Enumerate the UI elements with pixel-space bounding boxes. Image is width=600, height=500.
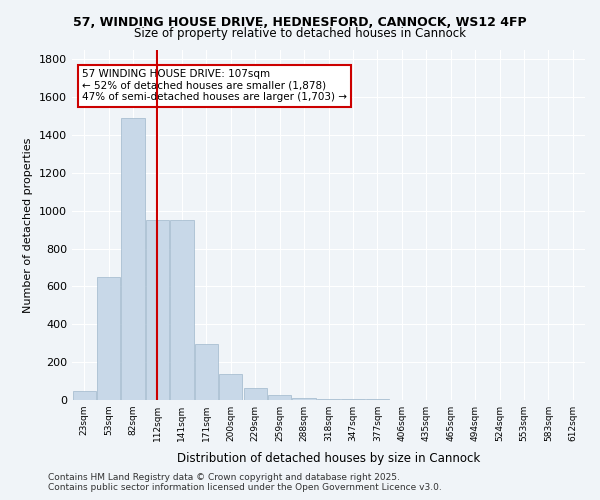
Bar xyxy=(195,344,218,400)
Text: Size of property relative to detached houses in Cannock: Size of property relative to detached ho… xyxy=(134,26,466,40)
Text: Contains HM Land Registry data © Crown copyright and database right 2025.: Contains HM Land Registry data © Crown c… xyxy=(48,472,400,482)
Text: Contains public sector information licensed under the Open Government Licence v3: Contains public sector information licen… xyxy=(48,482,442,492)
X-axis label: Distribution of detached houses by size in Cannock: Distribution of detached houses by size … xyxy=(177,452,480,466)
Bar xyxy=(341,399,365,400)
Y-axis label: Number of detached properties: Number of detached properties xyxy=(23,138,34,312)
Bar xyxy=(268,396,291,400)
Bar xyxy=(292,398,316,400)
Bar xyxy=(121,118,145,400)
Bar xyxy=(170,220,194,400)
Bar xyxy=(219,374,242,400)
Bar xyxy=(244,388,267,400)
Text: 57 WINDING HOUSE DRIVE: 107sqm
← 52% of detached houses are smaller (1,878)
47% : 57 WINDING HOUSE DRIVE: 107sqm ← 52% of … xyxy=(82,70,347,102)
Bar xyxy=(146,220,169,400)
Bar xyxy=(317,399,340,400)
Bar xyxy=(73,390,96,400)
Text: 57, WINDING HOUSE DRIVE, HEDNESFORD, CANNOCK, WS12 4FP: 57, WINDING HOUSE DRIVE, HEDNESFORD, CAN… xyxy=(73,16,527,29)
Bar xyxy=(97,277,120,400)
